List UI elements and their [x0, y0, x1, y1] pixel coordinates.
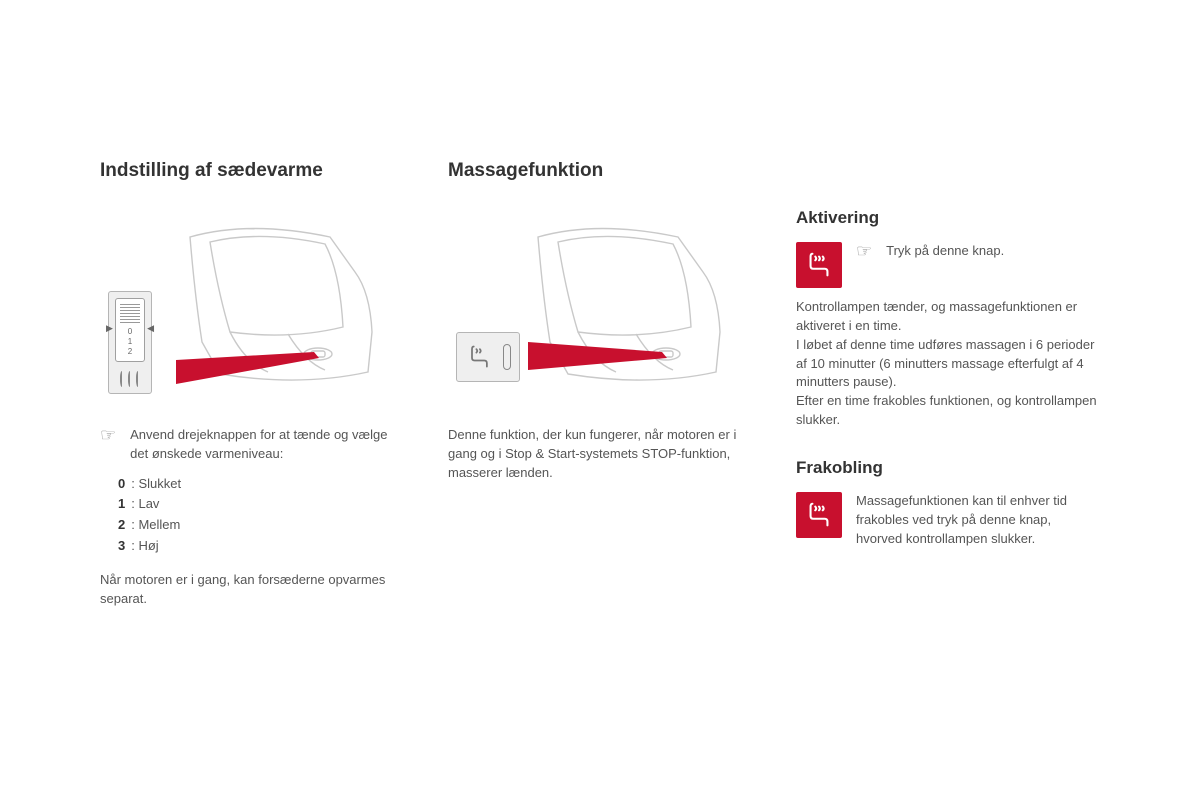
seat-heat-icon — [117, 367, 143, 387]
massage-control-callout — [456, 332, 520, 382]
heat-level-item: 0: Slukket — [118, 474, 400, 495]
activation-p1: Kontrollampen tænder, og massagefunktion… — [796, 298, 1100, 336]
callout-pointer — [528, 342, 667, 370]
callout-pointer — [176, 352, 319, 384]
seat-heating-control-callout: 0 1 2 ▶◀ — [108, 291, 152, 394]
pointer-hand-icon: ☞ — [856, 242, 872, 261]
illustration-massage — [448, 212, 748, 402]
heat-level-item: 3: Høj — [118, 536, 400, 557]
heading-seat-heating: Indstilling af sædevarme — [100, 160, 400, 182]
page-columns: Indstilling af sædevarme — [100, 160, 1100, 609]
deactivation-text: Massagefunktionen kan til enhver tid fra… — [856, 492, 1100, 549]
illustration-seat-heating: 0 1 2 ▶◀ — [100, 212, 400, 402]
massage-description: Denne funktion, der kun fungerer, når mo… — [448, 426, 748, 483]
heading-activation: Aktivering — [796, 208, 1100, 228]
massage-button-icon — [796, 492, 842, 538]
activation-p3: Efter en time frakobles funktionen, og k… — [796, 392, 1100, 430]
activation-p2: I løbet af denne time udføres massagen i… — [796, 336, 1100, 393]
activation-press-text: Tryk på denne knap. — [886, 242, 1004, 261]
heat-level-item: 1: Lav — [118, 494, 400, 515]
heat-level-item: 2: Mellem — [118, 515, 400, 536]
button-pill-icon — [503, 344, 511, 370]
dial-number: 1 — [116, 337, 144, 347]
instruction-text: Anvend drejeknappen for at tænde og vælg… — [130, 426, 400, 464]
seat-heating-footer-text: Når motoren er i gang, kan forsæderne op… — [100, 571, 400, 609]
activation-section: Aktivering ☞ Tryk på denne knap. Kontrol… — [796, 208, 1100, 430]
heading-massage: Massagefunktion — [448, 160, 748, 182]
massage-button-icon — [796, 242, 842, 288]
heading-deactivation: Frakobling — [796, 458, 1100, 478]
massage-seat-icon — [465, 343, 493, 371]
dial-number: 2 — [116, 347, 144, 357]
deactivation-section: Frakobling Massagefunktionen kan til enh… — [796, 458, 1100, 549]
instruction-row: ☞ Anvend drejeknappen for at tænde og væ… — [100, 426, 400, 464]
column-massage: Massagefunktion — [448, 160, 748, 609]
heat-levels-list: 0: Slukket 1: Lav 2: Mellem 3: Høj — [118, 474, 400, 557]
pointer-hand-icon: ☞ — [100, 426, 116, 464]
column-activation: Aktivering ☞ Tryk på denne knap. Kontrol… — [796, 160, 1100, 609]
column-seat-heating: Indstilling af sædevarme — [100, 160, 400, 609]
